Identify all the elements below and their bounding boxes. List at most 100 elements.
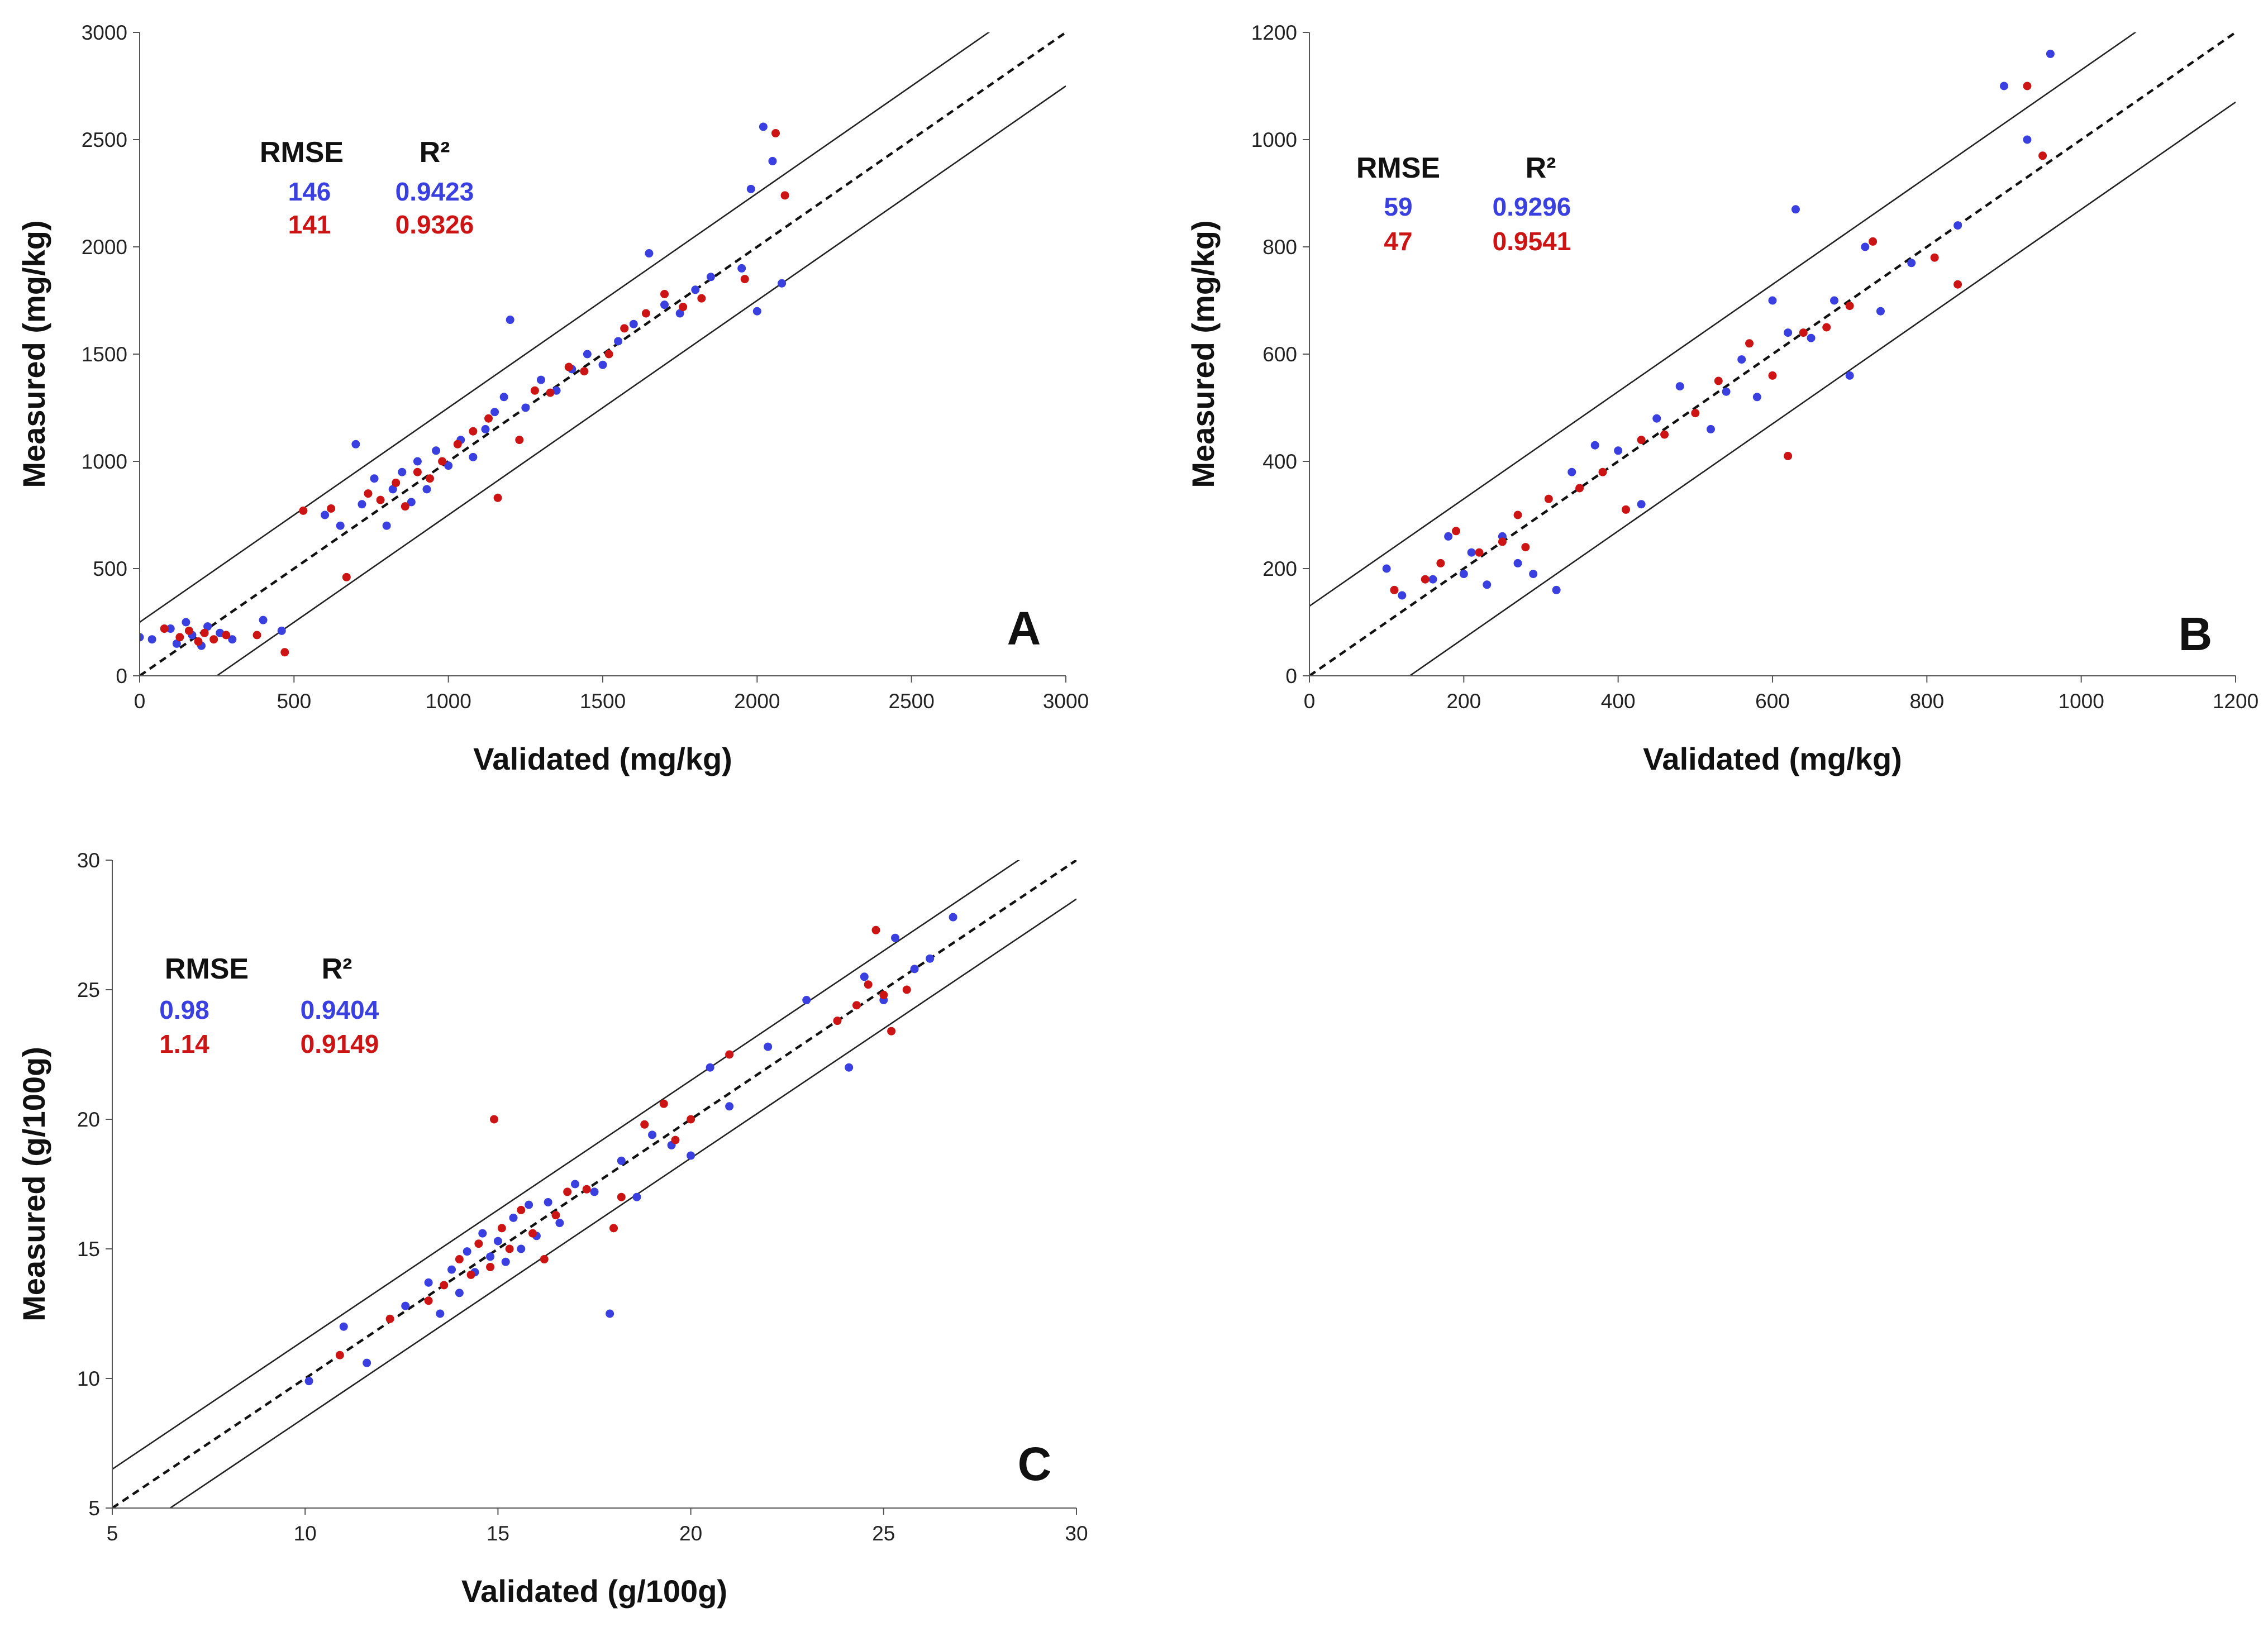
data-point-blue (444, 461, 453, 470)
data-point-red (438, 457, 447, 466)
data-point-red (401, 502, 409, 511)
data-point-blue (407, 498, 416, 507)
data-point-blue (506, 316, 514, 325)
data-point-blue (370, 474, 379, 483)
data-point-blue (499, 393, 508, 402)
lower-band-line (215, 85, 1066, 676)
data-point-blue (675, 309, 684, 318)
data-point-red (902, 985, 911, 994)
data-point-blue (536, 375, 545, 384)
rmse-header: RMSE (165, 953, 249, 985)
data-point-blue (1428, 575, 1437, 584)
y-axis-title: Measured (mg/kg) (16, 220, 51, 488)
data-point-red (852, 1001, 861, 1010)
x-tick-label: 15 (487, 1522, 509, 1545)
data-point-blue (583, 350, 592, 359)
data-point-red (1745, 339, 1754, 348)
data-point-red (1390, 585, 1399, 594)
data-point-red (725, 1050, 734, 1059)
y-tick-label: 1200 (1251, 21, 1297, 44)
data-point-blue (401, 1301, 410, 1310)
data-point-blue (172, 639, 181, 648)
data-point-blue (1791, 205, 1800, 214)
panel-label: C (1018, 1438, 1052, 1490)
data-point-blue (447, 1265, 456, 1274)
data-point-blue (1675, 382, 1684, 391)
data-point-red (640, 1120, 649, 1129)
data-point-blue (493, 1237, 502, 1246)
rmse-header: RMSE (1356, 152, 1440, 184)
data-point-blue (725, 1102, 734, 1111)
r2-blue: 0.9296 (1493, 192, 1571, 221)
data-point-blue (525, 1200, 533, 1209)
data-point-blue (706, 1063, 714, 1072)
data-point-blue (147, 635, 156, 644)
data-point-red (620, 324, 629, 333)
data-point-blue (1907, 259, 1916, 268)
data-point-blue (2000, 82, 2008, 90)
data-point-red (551, 1211, 560, 1220)
data-point-blue (413, 457, 422, 466)
data-point-blue (140, 633, 144, 642)
data-point-blue (570, 1180, 579, 1189)
data-point-blue (555, 1219, 564, 1228)
data-point-blue (1784, 328, 1793, 337)
r2-red: 0.9149 (301, 1029, 379, 1058)
data-point-red (1513, 510, 1522, 519)
y-tick-label: 10 (77, 1367, 100, 1390)
data-point-red (200, 628, 209, 637)
y-tick-label: 15 (77, 1238, 100, 1261)
data-point-blue (321, 510, 330, 519)
data-point-blue (1567, 467, 1576, 476)
data-point-blue (509, 1213, 518, 1222)
x-tick-label: 20 (679, 1522, 702, 1545)
data-point-blue (1752, 393, 1761, 402)
identity-line (1309, 32, 2236, 676)
data-point-blue (1953, 221, 1962, 230)
data-point-red (209, 635, 218, 644)
data-point-blue (617, 1156, 626, 1165)
chart-panel-c: 5 10 15 20 25 30 5 10 15 20 25 30 Validated (g/100g… (16, 849, 1088, 1609)
data-point-red (1521, 543, 1530, 552)
data-point-blue (1590, 441, 1599, 450)
data-point-red (528, 1229, 537, 1238)
data-point-red (780, 191, 789, 200)
data-point-blue (860, 972, 869, 981)
data-point-blue (910, 965, 919, 974)
data-point-blue (1552, 585, 1561, 594)
x-tick-label: 1000 (2059, 690, 2104, 713)
y-tick-label: 500 (93, 557, 127, 580)
data-point-red (327, 504, 336, 513)
rmse-header: RMSE (260, 136, 344, 169)
data-point-red (1475, 548, 1484, 557)
y-tick-label: 600 (1262, 343, 1297, 366)
data-point-red (1845, 302, 1854, 311)
data-point-blue (336, 521, 345, 530)
data-point-red (582, 1185, 591, 1194)
x-tick-label: 5 (107, 1522, 118, 1545)
y-tick-label: 1000 (1251, 128, 1297, 151)
y-tick-label: 1500 (82, 343, 127, 366)
data-point-blue (1483, 580, 1492, 589)
data-point-blue (398, 467, 407, 476)
data-point-blue (358, 500, 366, 509)
r2-red: 0.9541 (1493, 227, 1571, 256)
data-point-red (222, 631, 231, 640)
data-point-red (1799, 328, 1808, 337)
data-point-red (540, 1255, 549, 1264)
r2-blue: 0.9404 (301, 995, 379, 1024)
data-point-red (564, 362, 573, 371)
data-point-red (466, 1270, 475, 1279)
lower-band-line (169, 898, 1076, 1508)
data-point-blue (521, 403, 530, 412)
y-tick-label: 2000 (82, 236, 127, 259)
data-point-blue (1398, 591, 1407, 600)
data-point-blue (598, 360, 607, 369)
data-point-red (424, 1296, 433, 1305)
y-axis-title: Measured (g/100g) (16, 1047, 51, 1321)
data-point-blue (455, 1289, 464, 1297)
data-point-blue (632, 1192, 641, 1201)
y-tick-label: 5 (88, 1497, 100, 1520)
data-point-blue (1722, 387, 1731, 396)
